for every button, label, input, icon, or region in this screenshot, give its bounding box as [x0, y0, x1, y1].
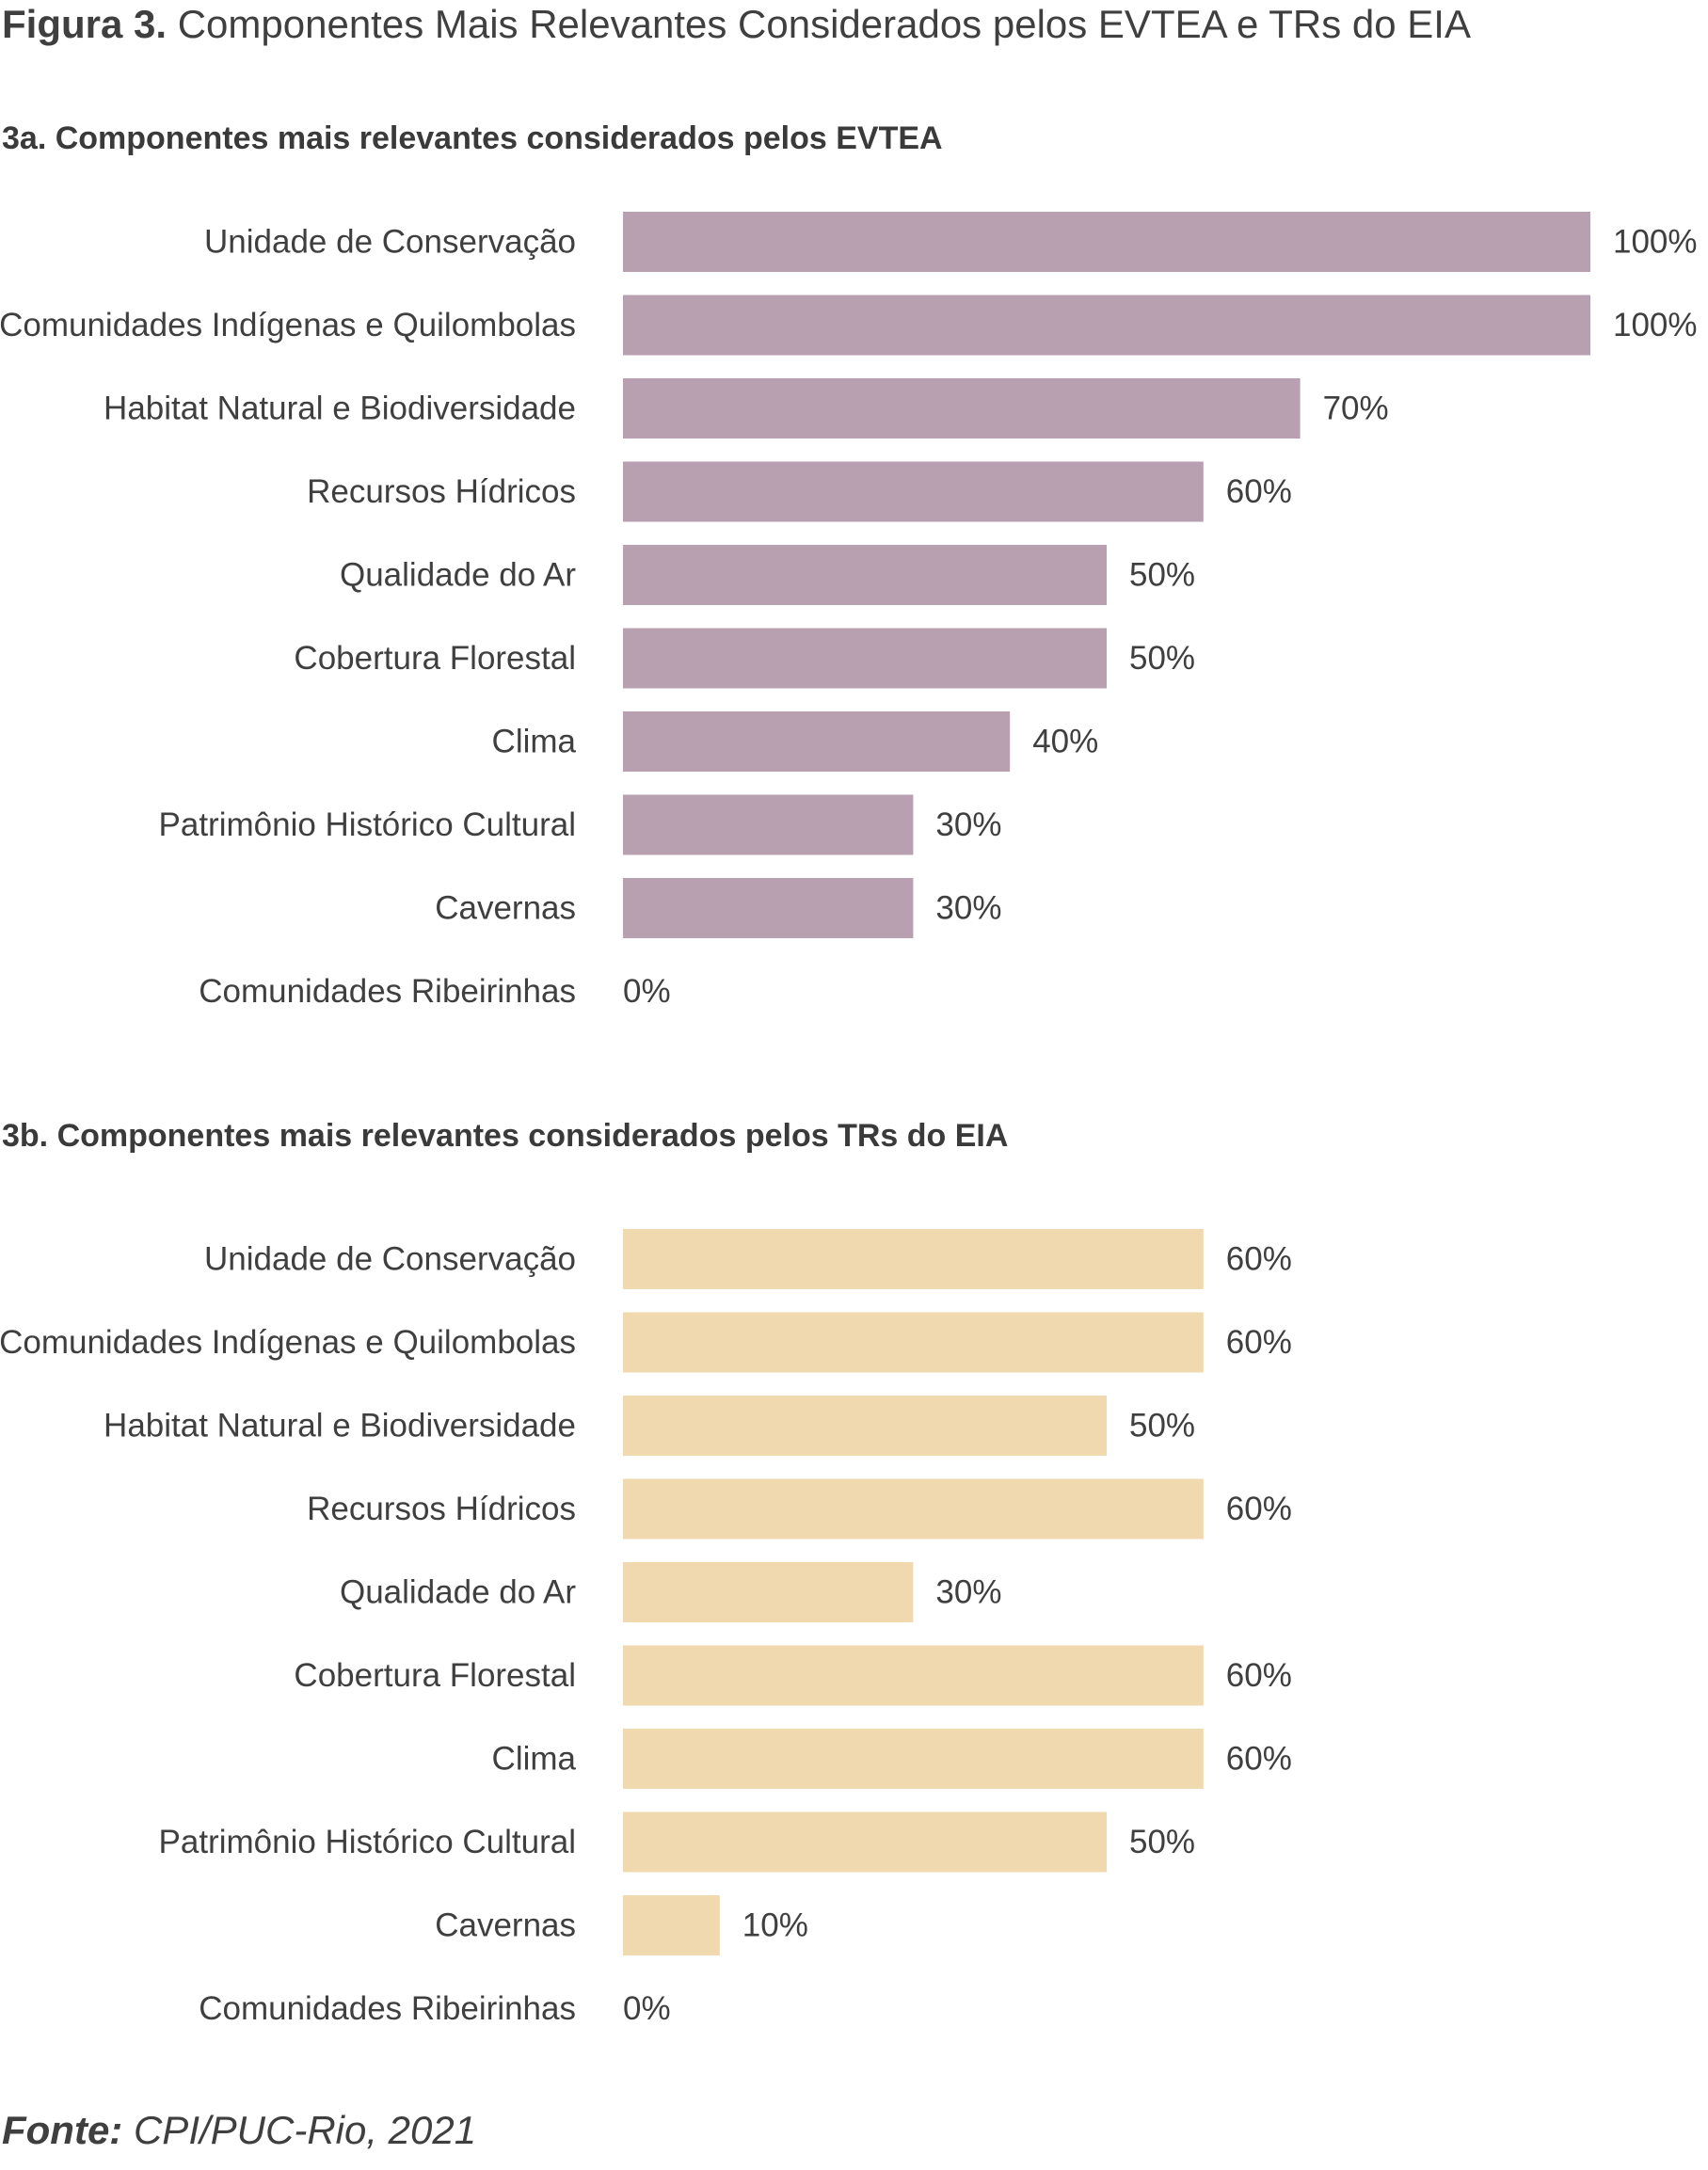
bar-3b-5: [623, 1562, 914, 1622]
category-label-3b-9: Cavernas: [435, 1907, 576, 1944]
value-label-3a-3: 70%: [1323, 391, 1389, 427]
bar-3a-6: [623, 628, 1107, 689]
value-label-3a-7: 40%: [1032, 724, 1098, 760]
value-label-3b-8: 50%: [1129, 1824, 1195, 1860]
bar-3a-9: [623, 878, 914, 938]
category-label-3a-6: Cobertura Florestal: [294, 640, 576, 677]
panel-title-3a: 3a. Componentes mais relevantes consider…: [2, 120, 943, 156]
bar-3a-3: [623, 378, 1301, 439]
chart-3a: Unidade de Conservação 100% Comunidades In…: [0, 212, 1698, 1010]
category-label-3b-8: Patrimônio Histórico Cultural: [159, 1824, 576, 1860]
bar-3b-6: [623, 1645, 1204, 1706]
category-label-3a-3: Habitat Natural e Biodiversidade: [104, 391, 576, 427]
figure-title-text: Componentes Mais Relevantes Considerados…: [177, 2, 1471, 46]
value-label-3b-10: 0%: [623, 1990, 671, 2027]
category-label-3b-7: Clima: [492, 1741, 577, 1778]
value-label-3a-9: 30%: [935, 890, 1001, 927]
value-label-3b-6: 60%: [1226, 1657, 1292, 1694]
value-label-3a-5: 50%: [1129, 557, 1195, 594]
bar-3b-4: [623, 1478, 1204, 1540]
category-label-3b-5: Qualidade do Ar: [340, 1574, 576, 1611]
figure-title: Figura 3. Componentes Mais Relevantes Co…: [2, 0, 1471, 49]
category-label-3a-8: Patrimônio Histórico Cultural: [159, 806, 576, 843]
category-label-3b-2: Comunidades Indígenas e Quilombolas: [0, 1324, 576, 1361]
value-label-3a-10: 0%: [623, 973, 671, 1010]
category-label-3a-5: Qualidade do Ar: [340, 557, 576, 594]
bar-3a-5: [623, 545, 1107, 605]
value-label-3a-2: 100%: [1613, 307, 1698, 343]
value-label-3b-9: 10%: [742, 1907, 808, 1944]
source-label: Fonte:: [2, 2108, 123, 2152]
value-label-3b-3: 50%: [1129, 1408, 1195, 1444]
bar-3b-8: [623, 1811, 1107, 1873]
bar-3b-7: [623, 1729, 1204, 1789]
category-label-3a-7: Clima: [492, 724, 577, 760]
value-label-3a-8: 30%: [935, 806, 1001, 843]
category-label-3b-1: Unidade de Conservação: [204, 1241, 576, 1278]
value-label-3b-5: 30%: [935, 1574, 1001, 1611]
bar-3b-2: [623, 1312, 1204, 1373]
value-label-3b-4: 60%: [1226, 1491, 1292, 1527]
value-label-3b-1: 60%: [1226, 1241, 1292, 1278]
category-label-3b-6: Cobertura Florestal: [294, 1657, 576, 1694]
category-label-3a-9: Cavernas: [435, 890, 576, 927]
bar-3a-8: [623, 794, 914, 855]
category-label-3a-10: Comunidades Ribeirinhas: [199, 973, 576, 1010]
category-label-3a-1: Unidade de Conservação: [204, 224, 576, 261]
source-text: CPI/PUC-Rio, 2021: [133, 2108, 477, 2152]
value-label-3b-7: 60%: [1226, 1741, 1292, 1778]
value-label-3a-4: 60%: [1226, 473, 1292, 510]
value-label-3a-1: 100%: [1613, 224, 1698, 261]
bar-3b-9: [623, 1895, 720, 1955]
category-label-3a-4: Recursos Hídricos: [307, 473, 576, 510]
category-label-3a-2: Comunidades Indígenas e Quilombolas: [0, 307, 576, 343]
source-note: Fonte: CPI/PUC-Rio, 2021: [2, 2106, 476, 2155]
bar-3a-4: [623, 461, 1204, 522]
value-label-3b-2: 60%: [1226, 1324, 1292, 1361]
category-label-3b-3: Habitat Natural e Biodiversidade: [104, 1408, 576, 1444]
panel-title-3b: 3b. Componentes mais relevantes consider…: [2, 1118, 1009, 1154]
bar-3a-2: [623, 295, 1590, 356]
figure-label: Figura 3.: [2, 2, 168, 46]
category-label-3b-10: Comunidades Ribeirinhas: [199, 1990, 576, 2027]
chart-3b: Unidade de Conservação 60% Comunidades Ind…: [0, 1229, 1292, 2027]
bar-3a-1: [623, 212, 1590, 272]
bar-3b-3: [623, 1396, 1107, 1456]
bar-3a-7: [623, 711, 1011, 772]
bar-3b-1: [623, 1229, 1204, 1289]
category-label-3b-4: Recursos Hídricos: [307, 1491, 576, 1527]
value-label-3a-6: 50%: [1129, 640, 1195, 677]
